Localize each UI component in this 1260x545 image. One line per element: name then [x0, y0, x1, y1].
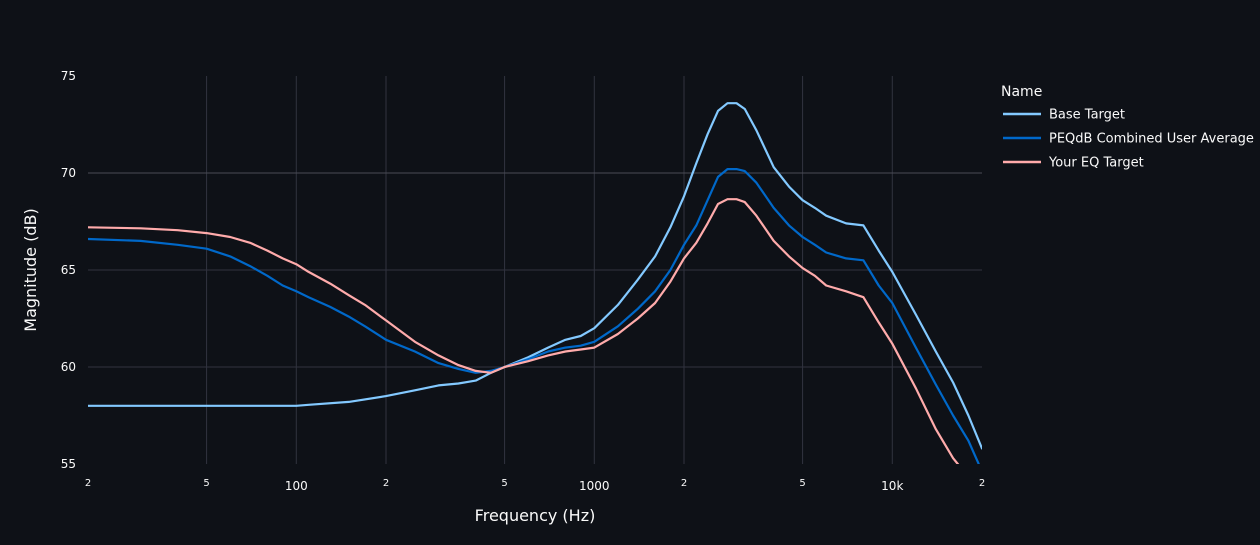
- series-line-0: [88, 102, 982, 450]
- y-axis-ticks: 55 60 65 70 75: [61, 69, 76, 471]
- x-tick-label: 2: [979, 478, 985, 489]
- x-tick-label: 5: [501, 478, 507, 489]
- x-tick-label: 100: [285, 479, 308, 493]
- series-line-1: [88, 168, 980, 464]
- x-axis-ticks: 2 5 100 2 5 1000 2 5 10k 2: [85, 478, 985, 493]
- y-tick-label: 55: [61, 457, 76, 471]
- legend-label: PEQdB Combined User Average: [1049, 132, 1254, 147]
- y-axis-title: Magnitude (dB): [21, 208, 40, 331]
- grid-lines: [88, 76, 982, 464]
- series-layer: [88, 102, 982, 464]
- legend-title: Name: [1001, 84, 1042, 100]
- legend-item[interactable]: Base Target: [1003, 108, 1125, 123]
- legend-item[interactable]: Your EQ Target: [1003, 156, 1144, 171]
- x-tick-label: 5: [799, 478, 805, 489]
- legend-item[interactable]: PEQdB Combined User Average: [1003, 132, 1254, 147]
- y-tick-label: 70: [61, 166, 76, 180]
- series-line-2: [88, 198, 960, 464]
- x-tick-label: 2: [85, 478, 91, 489]
- legend[interactable]: Name Base Target PEQdB Combined User Aver…: [1001, 84, 1254, 171]
- x-tick-label: 1000: [579, 479, 610, 493]
- x-tick-label: 5: [203, 478, 209, 489]
- y-tick-label: 75: [61, 69, 76, 83]
- x-axis-title: Frequency (Hz): [475, 506, 596, 525]
- y-tick-label: 60: [61, 360, 76, 374]
- x-tick-label: 2: [681, 478, 687, 489]
- legend-label: Base Target: [1049, 108, 1125, 123]
- legend-label: Your EQ Target: [1048, 156, 1144, 171]
- y-tick-label: 65: [61, 263, 76, 277]
- x-tick-label: 10k: [881, 479, 903, 493]
- x-tick-label: 2: [383, 478, 389, 489]
